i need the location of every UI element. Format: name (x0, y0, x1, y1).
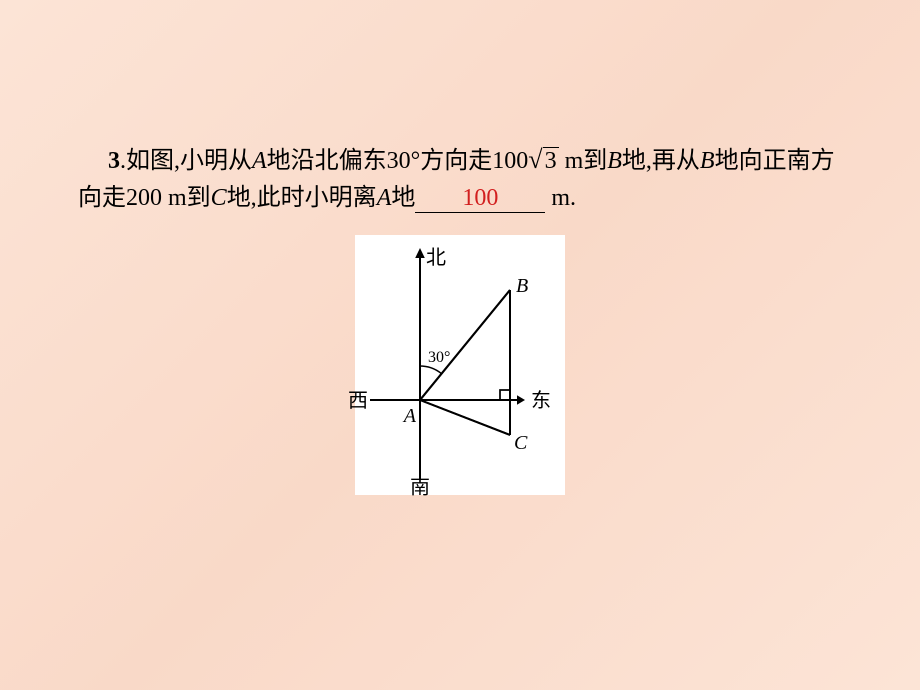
problem-text: 3.如图,小明从A地沿北偏东30°方向走100√3 m到B地,再从B地向正南方向… (78, 140, 842, 217)
answer: 100 (462, 185, 498, 211)
point-B: B (607, 148, 622, 174)
answer-blank: 100 (415, 186, 545, 213)
dist1-num: 100 (492, 148, 528, 174)
text-4: 到 (583, 148, 607, 174)
text-5: 地,再从 (622, 148, 700, 174)
point-A2: A (377, 185, 392, 211)
sqrt: √3 (528, 140, 558, 180)
point-A: A (252, 148, 267, 174)
text-2: 地沿北偏东 (267, 148, 387, 174)
point-B2: B (700, 148, 715, 174)
diagram: 北南西东ABC30° (355, 235, 565, 495)
dist2: 200 m (126, 185, 187, 211)
text-8: 地,此时小明离 (227, 185, 377, 211)
problem-number: 3 (108, 148, 120, 174)
text-9: 地 (391, 185, 415, 211)
svg-text:东: 东 (531, 389, 551, 412)
deg: 30° (387, 148, 421, 174)
sqrt-arg: 3 (543, 147, 559, 174)
unit1: m (565, 148, 584, 174)
svg-text:南: 南 (410, 476, 430, 499)
text-10: m. (545, 185, 576, 211)
svg-text:A: A (402, 405, 417, 427)
svg-text:西: 西 (348, 390, 368, 412)
text-7: 到 (187, 185, 211, 211)
text-1: 如图,小明从 (126, 148, 252, 174)
svg-text:北: 北 (426, 246, 446, 269)
svg-text:C: C (514, 432, 528, 454)
svg-text:B: B (516, 275, 528, 297)
text-3: 方向走 (420, 148, 492, 174)
svg-text:30°: 30° (428, 349, 450, 366)
point-C: C (211, 185, 227, 211)
slide: 3.如图,小明从A地沿北偏东30°方向走100√3 m到B地,再从B地向正南方向… (0, 0, 920, 690)
